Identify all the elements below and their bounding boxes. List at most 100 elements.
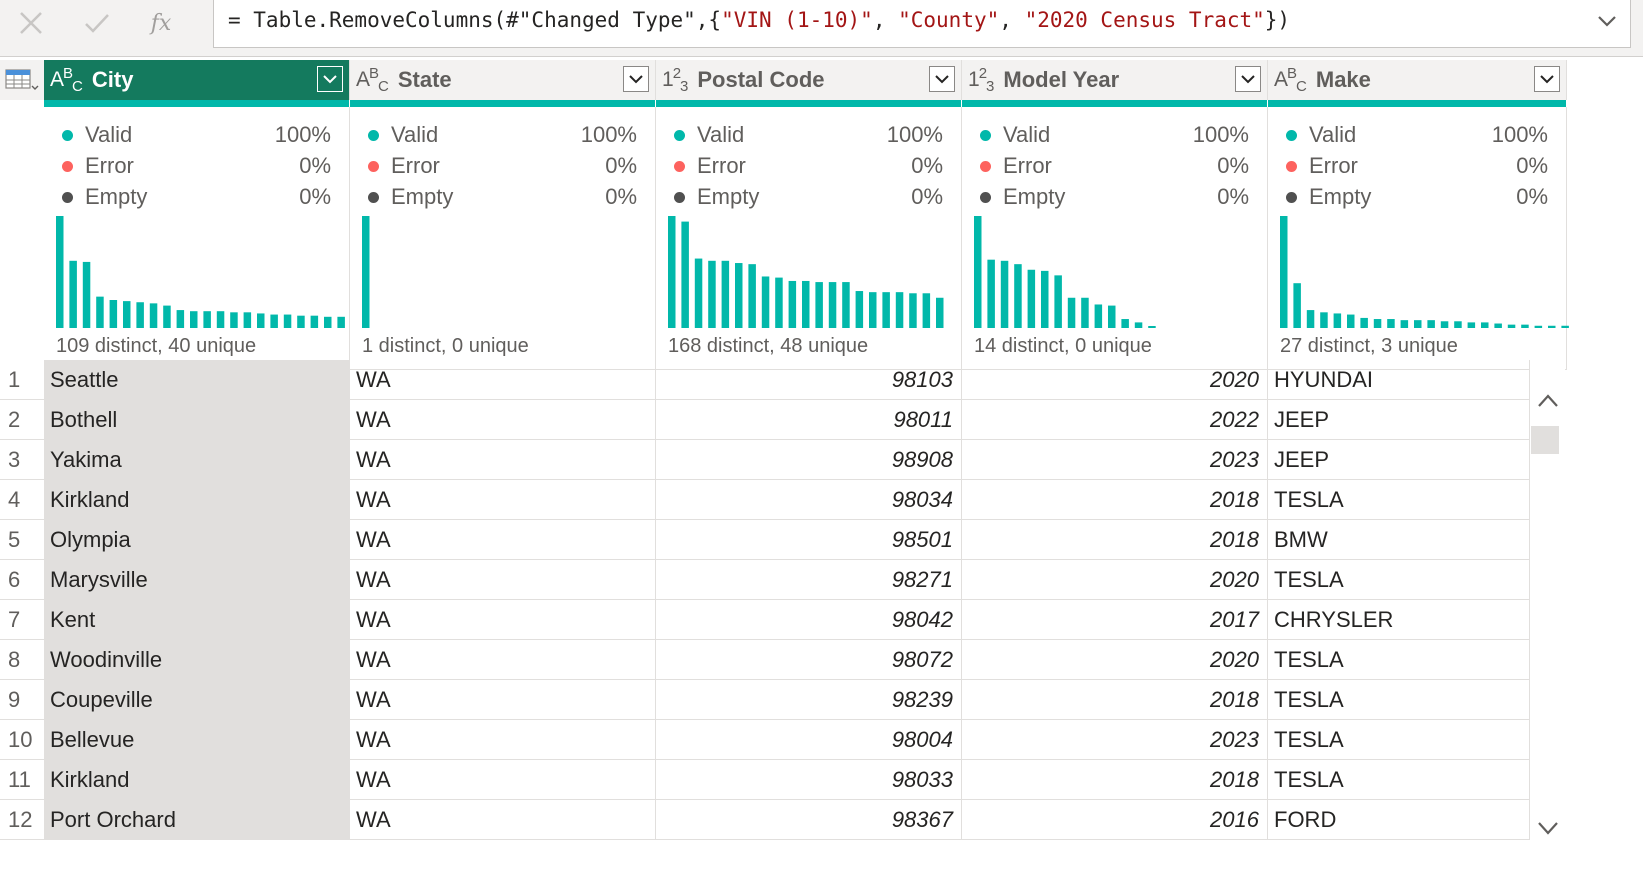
table-cell[interactable]: 98072 [656, 640, 962, 680]
histogram-bar[interactable] [748, 264, 756, 328]
column-header-city[interactable]: ABC City [44, 60, 350, 100]
histogram-bar[interactable] [681, 221, 689, 328]
histogram-bar[interactable] [149, 303, 158, 328]
histogram-bar[interactable] [1148, 326, 1156, 328]
histogram-bar[interactable] [922, 293, 931, 328]
text-type-icon[interactable]: ABC [1274, 64, 1307, 96]
column-header-model-year[interactable]: 123 Model Year [962, 60, 1268, 100]
row-number[interactable]: 4 [0, 480, 44, 520]
table-cell[interactable]: 2016 [962, 800, 1268, 840]
row-number[interactable]: 3 [0, 440, 44, 480]
value-distribution-histogram[interactable] [362, 216, 652, 328]
histogram-bar[interactable] [123, 301, 131, 328]
table-cell[interactable]: 2020 [962, 640, 1268, 680]
column-header-make[interactable]: ABC Make [1268, 60, 1567, 100]
table-cell[interactable]: WA [350, 600, 656, 640]
histogram-bar[interactable] [842, 282, 850, 328]
filter-dropdown-button[interactable] [1534, 66, 1560, 92]
histogram-bar[interactable] [895, 292, 904, 328]
histogram-bar[interactable] [190, 311, 198, 328]
table-cell[interactable]: FORD [1268, 800, 1530, 840]
table-cell[interactable]: Bellevue [44, 720, 350, 760]
histogram-bar[interactable] [735, 263, 743, 328]
table-cell[interactable]: 98103 [656, 360, 962, 400]
insert-function-button[interactable]: fx [130, 0, 192, 46]
table-cell[interactable]: 98004 [656, 720, 962, 760]
row-number[interactable]: 5 [0, 520, 44, 560]
table-cell[interactable]: WA [350, 560, 656, 600]
histogram-bar[interactable] [109, 300, 118, 328]
histogram-bar[interactable] [1067, 297, 1076, 328]
scroll-up-icon[interactable] [1536, 390, 1560, 410]
histogram-bar[interactable] [1414, 320, 1422, 328]
table-cell[interactable]: TESLA [1268, 640, 1530, 680]
histogram-bar[interactable] [69, 260, 77, 328]
table-cell[interactable]: WA [350, 400, 656, 440]
table-cell[interactable]: 98034 [656, 480, 962, 520]
row-number[interactable]: 9 [0, 680, 44, 720]
histogram-bar[interactable] [775, 277, 783, 328]
formula-input[interactable]: = Table.RemoveColumns(#"Changed Type",{"… [213, 0, 1631, 48]
histogram-bar[interactable] [324, 316, 332, 328]
histogram-bar[interactable] [708, 260, 716, 328]
histogram-bar[interactable] [1347, 314, 1355, 328]
value-distribution-histogram[interactable] [668, 216, 958, 328]
table-cell[interactable]: CHRYSLER [1268, 600, 1530, 640]
histogram-bar[interactable] [882, 292, 890, 328]
table-cell[interactable]: 2018 [962, 680, 1268, 720]
table-cell[interactable]: WA [350, 440, 656, 480]
filter-dropdown-button[interactable] [623, 66, 649, 92]
histogram-bar[interactable] [56, 216, 64, 328]
table-cell[interactable]: Kent [44, 600, 350, 640]
histogram-bar[interactable] [1481, 322, 1489, 328]
value-distribution-histogram[interactable] [56, 216, 346, 328]
row-number[interactable]: 12 [0, 800, 44, 840]
histogram-bar[interactable] [270, 314, 278, 328]
number-type-icon[interactable]: 123 [968, 64, 994, 96]
value-distribution-histogram[interactable] [974, 216, 1264, 328]
table-cell[interactable]: Seattle [44, 360, 350, 400]
table-menu-button[interactable] [0, 60, 45, 100]
histogram-bar[interactable] [855, 291, 864, 328]
histogram-bar[interactable] [1360, 317, 1368, 328]
table-cell[interactable]: WA [350, 680, 656, 720]
histogram-bar[interactable] [1400, 320, 1409, 328]
text-type-icon[interactable]: ABC [50, 64, 83, 96]
table-cell[interactable]: JEEP [1268, 400, 1530, 440]
histogram-bar[interactable] [1548, 325, 1556, 328]
scroll-thumb[interactable] [1531, 426, 1559, 454]
table-cell[interactable]: WA [350, 800, 656, 840]
column-header-postal-code[interactable]: 123 Postal Code [656, 60, 962, 100]
table-cell[interactable]: TESLA [1268, 560, 1530, 600]
histogram-bar[interactable] [761, 276, 770, 328]
histogram-bar[interactable] [1121, 319, 1129, 328]
histogram-bar[interactable] [1521, 324, 1529, 328]
histogram-bar[interactable] [721, 260, 730, 328]
cancel-formula-button[interactable] [0, 0, 62, 46]
filter-dropdown-button[interactable] [929, 66, 955, 92]
histogram-bar[interactable] [788, 280, 797, 328]
histogram-bar[interactable] [1108, 305, 1116, 328]
table-cell[interactable]: TESLA [1268, 680, 1530, 720]
table-cell[interactable]: TESLA [1268, 760, 1530, 800]
number-type-icon[interactable]: 123 [662, 64, 688, 96]
histogram-bar[interactable] [216, 311, 225, 328]
histogram-bar[interactable] [362, 216, 370, 328]
table-cell[interactable]: 98042 [656, 600, 962, 640]
table-cell[interactable]: 98501 [656, 520, 962, 560]
table-cell[interactable]: 2018 [962, 520, 1268, 560]
histogram-bar[interactable] [337, 316, 345, 328]
table-cell[interactable]: TESLA [1268, 720, 1530, 760]
table-cell[interactable]: Bothell [44, 400, 350, 440]
row-number[interactable]: 6 [0, 560, 44, 600]
histogram-bar[interactable] [1373, 319, 1382, 328]
row-number[interactable]: 7 [0, 600, 44, 640]
table-cell[interactable]: 98908 [656, 440, 962, 480]
histogram-bar[interactable] [1320, 312, 1328, 328]
commit-formula-button[interactable] [66, 0, 128, 46]
histogram-bar[interactable] [1467, 322, 1476, 328]
histogram-bar[interactable] [1333, 313, 1342, 328]
histogram-bar[interactable] [1454, 321, 1462, 328]
table-cell[interactable]: 2017 [962, 600, 1268, 640]
row-number[interactable]: 8 [0, 640, 44, 680]
